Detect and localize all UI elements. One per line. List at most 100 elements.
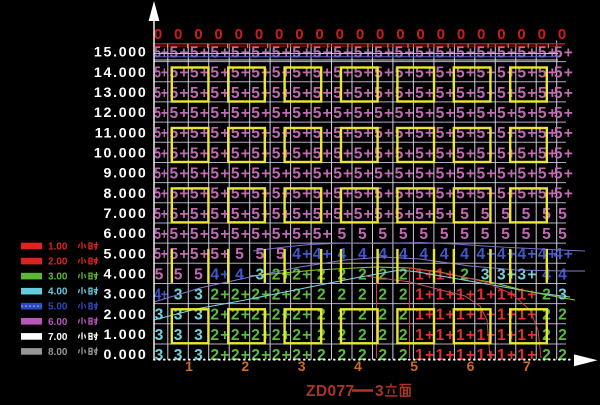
- svg-text:2: 2: [337, 287, 346, 304]
- svg-text:5+: 5+: [154, 186, 167, 203]
- svg-text:5: 5: [276, 246, 285, 263]
- svg-text:5+: 5+: [374, 85, 394, 102]
- svg-text:5+: 5+: [251, 85, 271, 102]
- svg-text:5+: 5+: [190, 206, 210, 223]
- svg-text:5+: 5+: [251, 105, 271, 122]
- svg-text:5+: 5+: [190, 186, 210, 203]
- svg-text:5+: 5+: [190, 85, 210, 102]
- svg-text:4+: 4+: [477, 246, 497, 263]
- svg-text:5+: 5+: [517, 65, 537, 82]
- svg-text:1+: 1+: [497, 287, 517, 304]
- svg-text:5+: 5+: [333, 206, 353, 223]
- svg-text:5+: 5+: [251, 145, 271, 162]
- svg-text:5+: 5+: [231, 145, 251, 162]
- svg-text:5: 5: [522, 206, 531, 223]
- svg-text:5+: 5+: [154, 246, 167, 263]
- svg-text:1.000: 1.000: [103, 327, 147, 343]
- svg-text:5+: 5+: [272, 166, 292, 183]
- svg-text:7.00: 7.00: [48, 332, 68, 343]
- svg-text:3: 3: [558, 287, 567, 304]
- svg-text:5+: 5+: [210, 65, 230, 82]
- svg-text:3: 3: [194, 347, 203, 364]
- svg-text:5+: 5+: [374, 65, 394, 82]
- svg-text:0: 0: [315, 26, 323, 43]
- svg-text:1+: 1+: [436, 307, 456, 324]
- svg-text:5+: 5+: [333, 85, 353, 102]
- svg-text:2: 2: [358, 347, 367, 364]
- svg-text:2+: 2+: [231, 327, 251, 344]
- svg-text:2+: 2+: [272, 347, 292, 364]
- svg-text:5+: 5+: [170, 105, 190, 122]
- svg-text:5+: 5+: [354, 206, 374, 223]
- svg-text:5+: 5+: [154, 65, 167, 82]
- svg-text:2+: 2+: [210, 307, 230, 324]
- svg-text:5+: 5+: [554, 166, 574, 183]
- svg-text:3: 3: [174, 327, 183, 344]
- svg-text:2: 2: [378, 347, 387, 364]
- svg-text:5+: 5+: [231, 166, 251, 183]
- svg-text:3: 3: [155, 347, 164, 364]
- svg-text:1+: 1+: [436, 287, 456, 304]
- svg-text:3: 3: [155, 327, 164, 344]
- svg-text:0: 0: [235, 26, 243, 43]
- svg-text:2: 2: [378, 266, 387, 283]
- svg-text:0: 0: [517, 26, 525, 43]
- svg-text:5+: 5+: [231, 85, 251, 102]
- svg-text:3: 3: [375, 383, 384, 400]
- svg-text:4.00: 4.00: [48, 287, 68, 298]
- svg-text:2: 2: [358, 327, 367, 344]
- svg-text:5+: 5+: [415, 145, 435, 162]
- svg-text:5+: 5+: [170, 145, 190, 162]
- svg-text:1+: 1+: [517, 327, 537, 344]
- svg-text:5+: 5+: [292, 85, 312, 102]
- svg-text:1+: 1+: [415, 287, 435, 304]
- svg-text:0: 0: [376, 26, 384, 43]
- svg-text:3: 3: [298, 358, 306, 374]
- svg-text:2+: 2+: [292, 266, 312, 283]
- svg-text:2+: 2+: [272, 307, 292, 324]
- svg-text:4: 4: [378, 246, 387, 263]
- svg-text:1+: 1+: [477, 347, 497, 364]
- svg-text:5+: 5+: [292, 226, 312, 243]
- svg-text:5+: 5+: [272, 226, 292, 243]
- svg-text:5+: 5+: [272, 206, 292, 223]
- svg-text:2: 2: [358, 287, 367, 304]
- svg-text:5+: 5+: [313, 145, 333, 162]
- svg-text:5+: 5+: [497, 105, 517, 122]
- svg-text:2.00: 2.00: [48, 257, 68, 268]
- svg-text:5.00: 5.00: [48, 302, 68, 313]
- svg-text:5+: 5+: [210, 125, 230, 142]
- svg-text:5+: 5+: [333, 65, 353, 82]
- svg-text:7: 7: [523, 358, 531, 374]
- svg-text:4.000: 4.000: [103, 267, 147, 283]
- svg-text:2: 2: [558, 307, 567, 324]
- svg-text:5+: 5+: [231, 186, 251, 203]
- svg-text:5.000: 5.000: [103, 246, 147, 262]
- svg-text:2: 2: [542, 347, 551, 364]
- svg-text:2: 2: [399, 327, 408, 344]
- svg-text:5+: 5+: [333, 125, 353, 142]
- svg-text:2+: 2+: [210, 327, 230, 344]
- svg-text:1+: 1+: [456, 307, 476, 324]
- svg-text:5+: 5+: [154, 125, 167, 142]
- svg-text:5+: 5+: [154, 226, 167, 243]
- svg-text:5+: 5+: [436, 206, 456, 223]
- svg-text:2: 2: [358, 266, 367, 283]
- svg-text:5: 5: [558, 226, 567, 243]
- svg-text:ZD077: ZD077: [306, 383, 355, 400]
- svg-text:5+: 5+: [170, 65, 190, 82]
- svg-text:3: 3: [194, 327, 203, 344]
- svg-text:2+: 2+: [210, 287, 230, 304]
- svg-text:0.000: 0.000: [103, 347, 147, 363]
- svg-text:5: 5: [194, 266, 203, 283]
- svg-text:0: 0: [416, 26, 424, 43]
- svg-text:0: 0: [295, 26, 303, 43]
- svg-text:5+: 5+: [554, 45, 574, 62]
- svg-text:0: 0: [275, 26, 283, 43]
- svg-text:12.000: 12.000: [94, 105, 148, 121]
- svg-text:5+: 5+: [154, 206, 167, 223]
- svg-text:3: 3: [481, 266, 490, 283]
- svg-text:5+: 5+: [154, 85, 167, 102]
- svg-text:4: 4: [358, 246, 367, 263]
- svg-text:0: 0: [194, 26, 202, 43]
